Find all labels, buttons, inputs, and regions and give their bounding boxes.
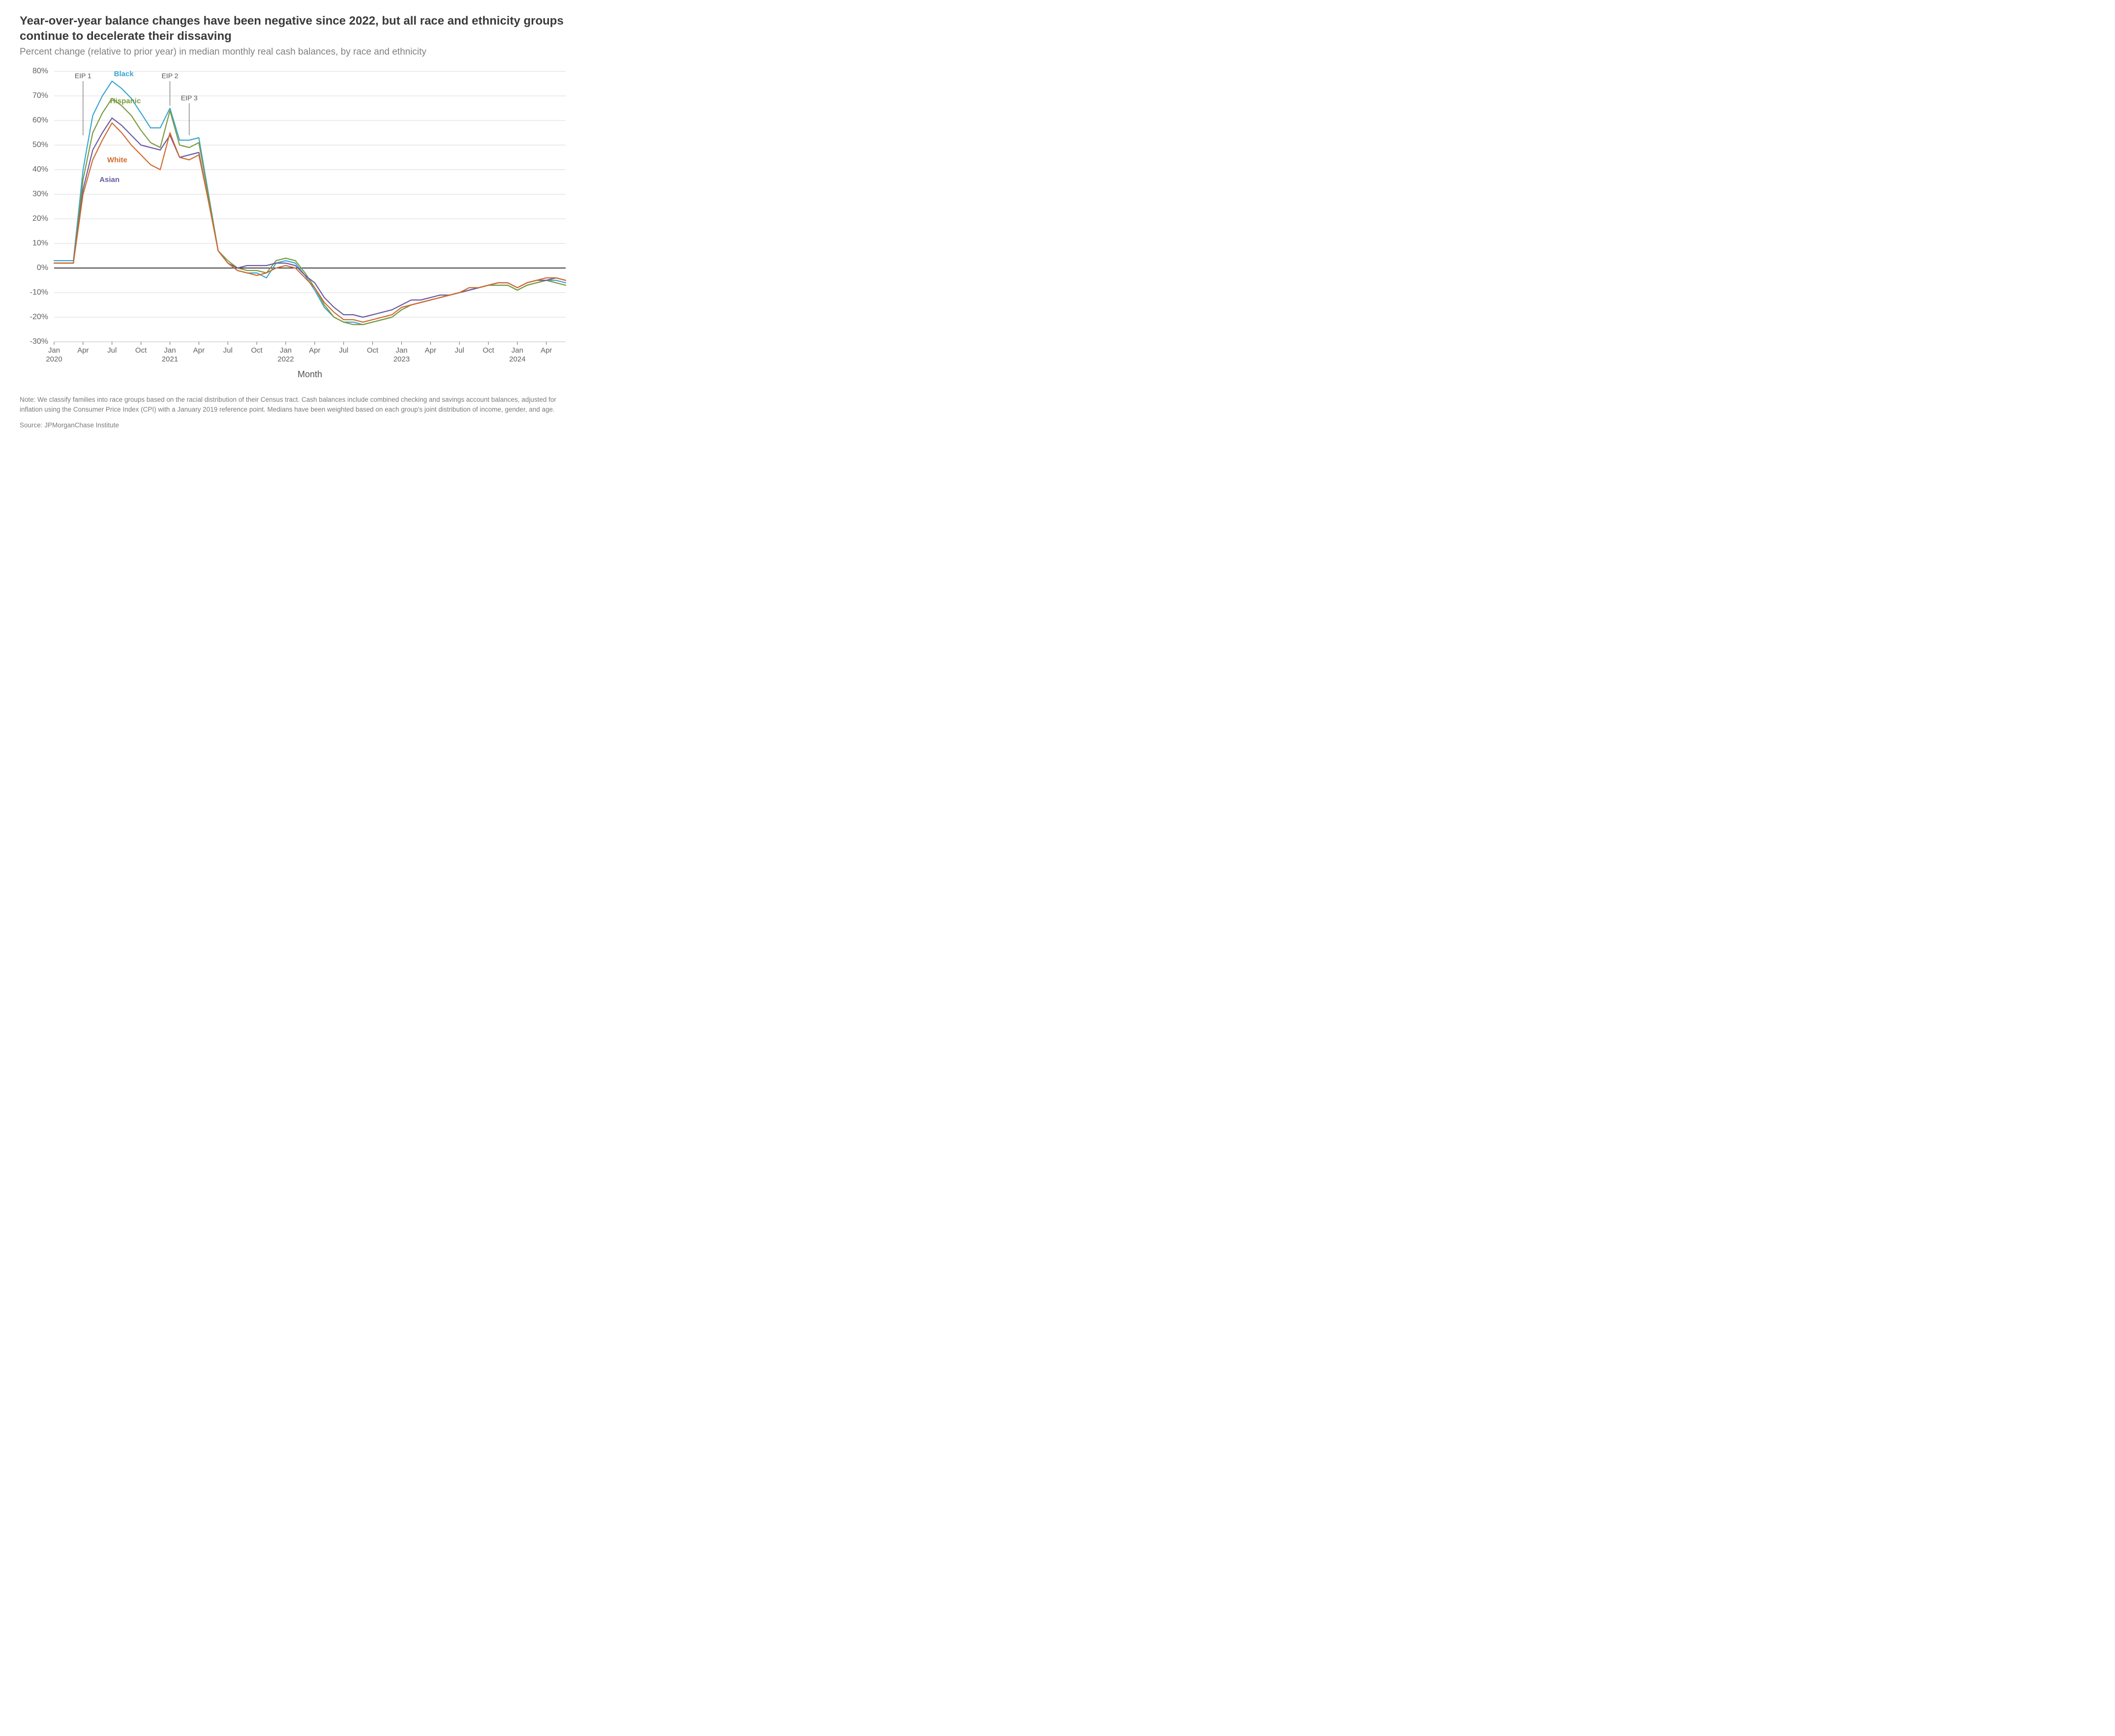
x-tick-label: Oct bbox=[367, 346, 379, 355]
y-tick-label: -20% bbox=[30, 313, 48, 322]
x-tick-label: Jan bbox=[48, 346, 60, 355]
series-hispanic bbox=[54, 98, 566, 325]
y-tick-label: 0% bbox=[37, 264, 48, 272]
chart-subtitle: Percent change (relative to prior year) … bbox=[20, 47, 571, 58]
y-tick-label: -30% bbox=[30, 338, 48, 346]
y-tick-label: 20% bbox=[32, 215, 48, 223]
series-label-asian: Asian bbox=[99, 176, 120, 184]
x-tick-label: Jan bbox=[512, 346, 523, 355]
x-tick-label: Oct bbox=[251, 346, 263, 355]
y-tick-label: 70% bbox=[32, 92, 48, 100]
series-label-white: White bbox=[107, 156, 127, 164]
x-tick-label: Apr bbox=[541, 346, 552, 355]
x-tick-label: Jan bbox=[395, 346, 407, 355]
line-chart: -30% -20% -10% 0% 10% 20% 30% 40% 50% 60% 70% 80% Ja… bbox=[20, 66, 571, 391]
series-black bbox=[54, 81, 566, 325]
x-tick-label: Jan bbox=[164, 346, 176, 355]
x-tick-year: 2022 bbox=[277, 355, 294, 363]
x-tick-label: Jul bbox=[107, 346, 117, 355]
x-tick-label: Jul bbox=[455, 346, 464, 355]
y-tick-label: 10% bbox=[32, 239, 48, 248]
x-tick-label: Apr bbox=[425, 346, 436, 355]
x-tick-label: Apr bbox=[77, 346, 89, 355]
x-tick-label: Oct bbox=[135, 346, 147, 355]
y-tick-label: 50% bbox=[32, 141, 48, 150]
x-tick-year: 2023 bbox=[393, 355, 410, 363]
x-tick-year: 2020 bbox=[46, 355, 62, 363]
y-tick-label: 80% bbox=[32, 67, 48, 76]
x-axis-title: Month bbox=[298, 369, 322, 379]
y-tick-label: 60% bbox=[32, 117, 48, 125]
x-tick-label: Jul bbox=[339, 346, 348, 355]
chart-source: Source: JPMorganChase Institute bbox=[20, 421, 571, 429]
y-tick-label: 40% bbox=[32, 166, 48, 174]
chart-footnote: Note: We classify families into race gro… bbox=[20, 395, 571, 414]
x-tick-year: 2021 bbox=[162, 355, 178, 363]
eip-label: EIP 1 bbox=[75, 72, 91, 80]
x-tick-label: Jan bbox=[280, 346, 292, 355]
series-label-hispanic: Hispanic bbox=[110, 97, 141, 105]
y-tick-label: 30% bbox=[32, 190, 48, 199]
series-asian bbox=[54, 118, 566, 317]
eip-label: EIP 2 bbox=[161, 72, 178, 80]
x-tick-year: 2024 bbox=[509, 355, 525, 363]
eip-label: EIP 3 bbox=[181, 94, 198, 102]
y-tick-label: -10% bbox=[30, 289, 48, 297]
series-white bbox=[54, 123, 566, 322]
x-tick-label: Jul bbox=[223, 346, 233, 355]
x-tick-label: Oct bbox=[483, 346, 494, 355]
series-label-black: Black bbox=[114, 70, 134, 78]
x-tick-label: Apr bbox=[309, 346, 320, 355]
chart-title: Year-over-year balance changes have been… bbox=[20, 14, 571, 44]
x-tick-label: Apr bbox=[193, 346, 205, 355]
